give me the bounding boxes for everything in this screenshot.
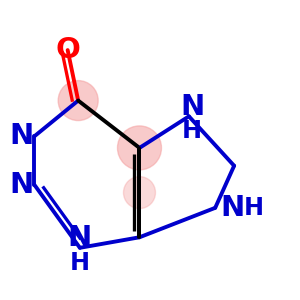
Text: H: H: [182, 119, 202, 143]
Circle shape: [58, 81, 98, 121]
Text: N: N: [10, 171, 34, 199]
Circle shape: [118, 126, 161, 170]
Text: H: H: [70, 250, 90, 274]
Text: N: N: [68, 224, 92, 252]
Circle shape: [124, 177, 155, 208]
Text: N: N: [10, 122, 34, 150]
Text: N: N: [220, 194, 245, 222]
Text: N: N: [180, 93, 204, 121]
Text: O: O: [55, 36, 80, 64]
Text: H: H: [244, 196, 264, 220]
